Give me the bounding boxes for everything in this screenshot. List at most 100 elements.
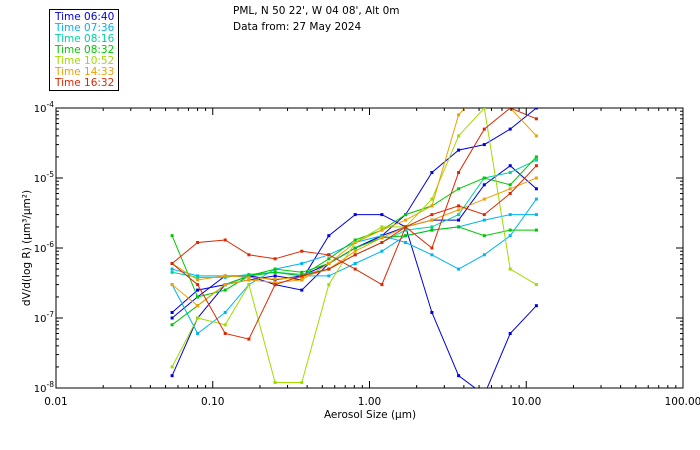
data-point bbox=[170, 283, 174, 287]
data-point bbox=[404, 241, 408, 244]
data-point bbox=[353, 253, 357, 257]
data-point bbox=[353, 262, 357, 265]
data-point bbox=[457, 204, 461, 208]
data-point bbox=[353, 246, 357, 250]
data-point bbox=[508, 228, 512, 232]
data-point bbox=[300, 249, 304, 253]
data-point bbox=[380, 236, 384, 240]
data-point bbox=[457, 134, 461, 138]
data-point bbox=[170, 267, 174, 271]
data-point bbox=[300, 278, 304, 282]
data-point bbox=[457, 213, 461, 217]
data-point bbox=[196, 304, 200, 308]
x-tick-label: 10.00 bbox=[511, 396, 541, 408]
data-point bbox=[170, 262, 174, 265]
legend-item: Time 16:32 bbox=[55, 77, 115, 89]
data-point bbox=[508, 192, 512, 195]
x-tick-label: 0.01 bbox=[44, 396, 67, 408]
data-point bbox=[170, 234, 174, 238]
data-point bbox=[534, 283, 538, 287]
data-point bbox=[508, 183, 512, 187]
y-axis-label: dV/d(log R) (μm³/μm²) bbox=[21, 190, 33, 306]
data-point bbox=[430, 171, 434, 174]
data-point bbox=[534, 304, 538, 308]
data-point bbox=[327, 267, 331, 271]
legend-item: Time 10:52 bbox=[55, 55, 115, 67]
data-point bbox=[430, 204, 434, 208]
data-point bbox=[482, 213, 486, 217]
data-point bbox=[482, 143, 486, 147]
legend-item: Time 07:36 bbox=[55, 22, 115, 34]
data-point bbox=[534, 158, 538, 162]
data-point bbox=[508, 267, 512, 271]
data-point bbox=[508, 187, 512, 191]
data-point bbox=[430, 246, 434, 250]
data-point bbox=[273, 267, 277, 271]
series-layer bbox=[170, 108, 538, 396]
data-point bbox=[223, 274, 227, 278]
data-point bbox=[534, 187, 538, 191]
data-point bbox=[508, 164, 512, 168]
data-point bbox=[404, 218, 408, 222]
data-point bbox=[482, 127, 486, 131]
data-point bbox=[300, 270, 304, 274]
data-point bbox=[247, 337, 251, 341]
data-point bbox=[457, 187, 461, 191]
data-point bbox=[430, 228, 434, 232]
data-point bbox=[380, 234, 384, 238]
data-point bbox=[404, 213, 408, 217]
data-point bbox=[223, 323, 227, 327]
data-point bbox=[534, 134, 538, 138]
data-point bbox=[430, 213, 434, 217]
data-point bbox=[273, 283, 277, 287]
data-point bbox=[430, 311, 434, 314]
data-point bbox=[404, 234, 408, 238]
data-point bbox=[353, 213, 357, 217]
legend: Time 06:40 Time 07:36 Time 08:16 Time 08:32… bbox=[49, 9, 119, 91]
data-point bbox=[327, 283, 331, 287]
data-point bbox=[353, 249, 357, 253]
data-point bbox=[482, 197, 486, 201]
data-point bbox=[273, 270, 277, 274]
data-point bbox=[223, 288, 227, 292]
data-point bbox=[273, 281, 277, 285]
data-point bbox=[353, 238, 357, 242]
data-point bbox=[196, 295, 200, 299]
data-point bbox=[457, 374, 461, 378]
data-point bbox=[300, 288, 304, 292]
data-point bbox=[353, 241, 357, 244]
data-point bbox=[508, 171, 512, 174]
data-point bbox=[380, 213, 384, 217]
y-tick-label: 10-8 bbox=[34, 380, 54, 395]
data-point bbox=[170, 365, 174, 369]
data-point bbox=[327, 234, 331, 238]
data-point bbox=[534, 213, 538, 217]
x-tick-label: 100.00 bbox=[665, 396, 700, 408]
data-point bbox=[196, 278, 200, 282]
data-point bbox=[508, 332, 512, 335]
data-point bbox=[430, 218, 434, 222]
data-point bbox=[273, 277, 277, 281]
legend-item: Time 14:33 bbox=[55, 66, 115, 78]
data-point bbox=[534, 117, 538, 121]
y-tick-label: 10-6 bbox=[34, 240, 54, 255]
data-point bbox=[380, 283, 384, 287]
data-point bbox=[170, 323, 174, 327]
data-point bbox=[223, 283, 227, 287]
data-point bbox=[430, 225, 434, 229]
data-point bbox=[534, 228, 538, 232]
data-point bbox=[534, 155, 538, 159]
data-point bbox=[508, 127, 512, 131]
data-point bbox=[457, 225, 461, 229]
data-point bbox=[196, 275, 200, 279]
data-point bbox=[223, 332, 227, 335]
data-point bbox=[196, 241, 200, 244]
data-point bbox=[404, 228, 408, 232]
data-point bbox=[534, 197, 538, 201]
data-point bbox=[300, 274, 304, 278]
data-point bbox=[353, 267, 357, 271]
data-point bbox=[170, 316, 174, 320]
data-point bbox=[483, 393, 486, 396]
data-point bbox=[196, 288, 200, 292]
